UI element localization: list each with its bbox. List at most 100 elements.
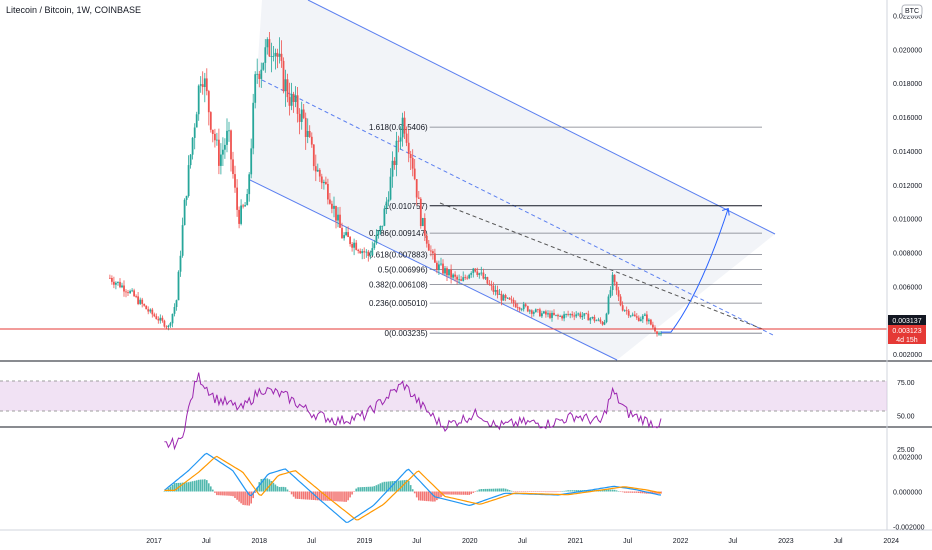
candle-body xyxy=(325,181,327,184)
price-tick-label: 0.022000 xyxy=(893,14,922,21)
macd-histogram-bar xyxy=(313,491,315,500)
candle-body xyxy=(127,292,129,294)
macd-histogram-bar xyxy=(516,491,519,492)
candle-body xyxy=(466,277,469,279)
candle-body xyxy=(577,313,580,315)
candle-body xyxy=(407,142,410,154)
candle-body xyxy=(512,299,515,304)
currency-badge[interactable]: BTC xyxy=(905,8,919,15)
macd-histogram-bar xyxy=(319,491,321,501)
candle-body xyxy=(226,130,228,145)
price-tick-label: 0.020000 xyxy=(893,47,922,54)
channel-upper-line[interactable] xyxy=(307,0,776,235)
channel-lower-line[interactable] xyxy=(249,179,618,361)
macd-histogram-bar xyxy=(448,491,450,495)
macd-histogram-bar xyxy=(589,490,592,492)
macd-histogram-bar xyxy=(369,486,372,492)
candle-body xyxy=(296,95,299,114)
macd-histogram-bar xyxy=(327,491,329,501)
macd-histogram-bar xyxy=(470,491,472,495)
macd-histogram-bar xyxy=(204,479,206,492)
macd-histogram-bar xyxy=(631,491,634,493)
candle-body xyxy=(159,317,162,321)
macd-histogram-bar xyxy=(393,481,396,492)
candle-body xyxy=(393,160,396,165)
candle-body xyxy=(258,73,261,79)
fib-retracement[interactable]: 1.618(0.015406) 1(0.010757) 0.786(0.009147… xyxy=(369,123,762,338)
candle-body xyxy=(641,315,644,320)
candle-body xyxy=(504,295,507,298)
candle-body xyxy=(209,112,212,130)
candle-body xyxy=(125,291,127,293)
candle-body xyxy=(375,234,378,244)
candle-body xyxy=(207,91,210,113)
candle-body xyxy=(189,154,192,166)
candle-body xyxy=(357,249,360,251)
macd-histogram-bar xyxy=(395,480,398,492)
candle-body xyxy=(454,274,456,277)
macd-histogram-bar xyxy=(300,491,303,500)
candle-body xyxy=(143,304,146,306)
candle-body xyxy=(387,199,390,202)
x-tick-label: Jul xyxy=(307,538,316,545)
rsi-band xyxy=(0,381,887,411)
candle-body xyxy=(650,319,652,325)
price-tick-label: 0.012000 xyxy=(893,183,922,190)
price-tick-label: 0.002000 xyxy=(893,352,922,359)
macd-histogram-bar xyxy=(611,489,614,492)
candle-body xyxy=(417,197,420,199)
x-tick-label: Jul xyxy=(728,538,737,545)
candle-body xyxy=(518,307,521,310)
macd-histogram-bar xyxy=(502,488,505,492)
macd-histogram-bar xyxy=(563,490,565,492)
macd-axis[interactable]: 0.002000 0.000000 -0.002000 xyxy=(893,455,925,532)
candle-body xyxy=(401,117,404,138)
price-tick-label: 0.006000 xyxy=(893,284,922,291)
candle-body xyxy=(430,250,432,252)
macd-histogram-bar xyxy=(426,491,428,502)
macd-histogram-bar xyxy=(343,491,345,502)
macd-histogram-bar xyxy=(355,488,357,492)
macd-histogram-bar xyxy=(222,491,224,496)
macd-histogram-bar xyxy=(527,491,529,492)
candle-body xyxy=(621,305,624,311)
candle-body xyxy=(377,231,380,235)
macd-histogram-bar xyxy=(379,483,382,492)
candle-body xyxy=(135,296,137,297)
price-axis[interactable]: 0.022000 0.020000 0.018000 0.016000 0.014000… xyxy=(893,14,922,360)
candle-body xyxy=(220,154,222,166)
macd-histogram-bar xyxy=(270,481,273,492)
macd-histogram-bar xyxy=(383,481,386,492)
macd-histogram-bar xyxy=(357,487,359,492)
macd-histogram-bar xyxy=(577,490,579,492)
channel-midline[interactable] xyxy=(261,79,776,337)
candle-body xyxy=(383,208,386,226)
macd-histogram-bar xyxy=(353,491,355,492)
price-tick-label: 0.010000 xyxy=(893,217,922,224)
candle-body xyxy=(121,285,123,288)
macd-signal-line xyxy=(164,455,662,521)
macd-histogram-bar xyxy=(201,479,204,492)
candle-body xyxy=(300,109,303,122)
candle-body xyxy=(440,263,442,265)
candle-body xyxy=(593,316,596,321)
candle-body xyxy=(363,251,366,253)
candle-body xyxy=(551,312,553,318)
macd-histogram-bar xyxy=(290,491,293,495)
trend-dashed-line[interactable] xyxy=(439,202,766,331)
candle-body xyxy=(635,316,638,318)
macd-histogram-bar xyxy=(236,491,238,500)
macd-histogram-bar xyxy=(539,491,541,492)
rsi-axis[interactable]: 75.00 50.00 25.00 xyxy=(897,380,915,454)
candle-body xyxy=(462,277,465,281)
currency-badge-box[interactable] xyxy=(901,4,923,17)
fib-level-label: 0.236(0.005010) xyxy=(369,299,428,308)
x-tick-label: Jul xyxy=(202,538,211,545)
last-price-pill: 0.003137 xyxy=(892,318,921,325)
macd-histogram-bar xyxy=(476,490,479,492)
price-candles xyxy=(109,32,662,337)
candle-body xyxy=(222,149,224,155)
candle-body xyxy=(274,52,277,57)
time-axis[interactable]: 2017 Jul 2018 Jul 2019 Jul 2020 Jul 2021 Jul 2022 J… xyxy=(146,538,899,545)
